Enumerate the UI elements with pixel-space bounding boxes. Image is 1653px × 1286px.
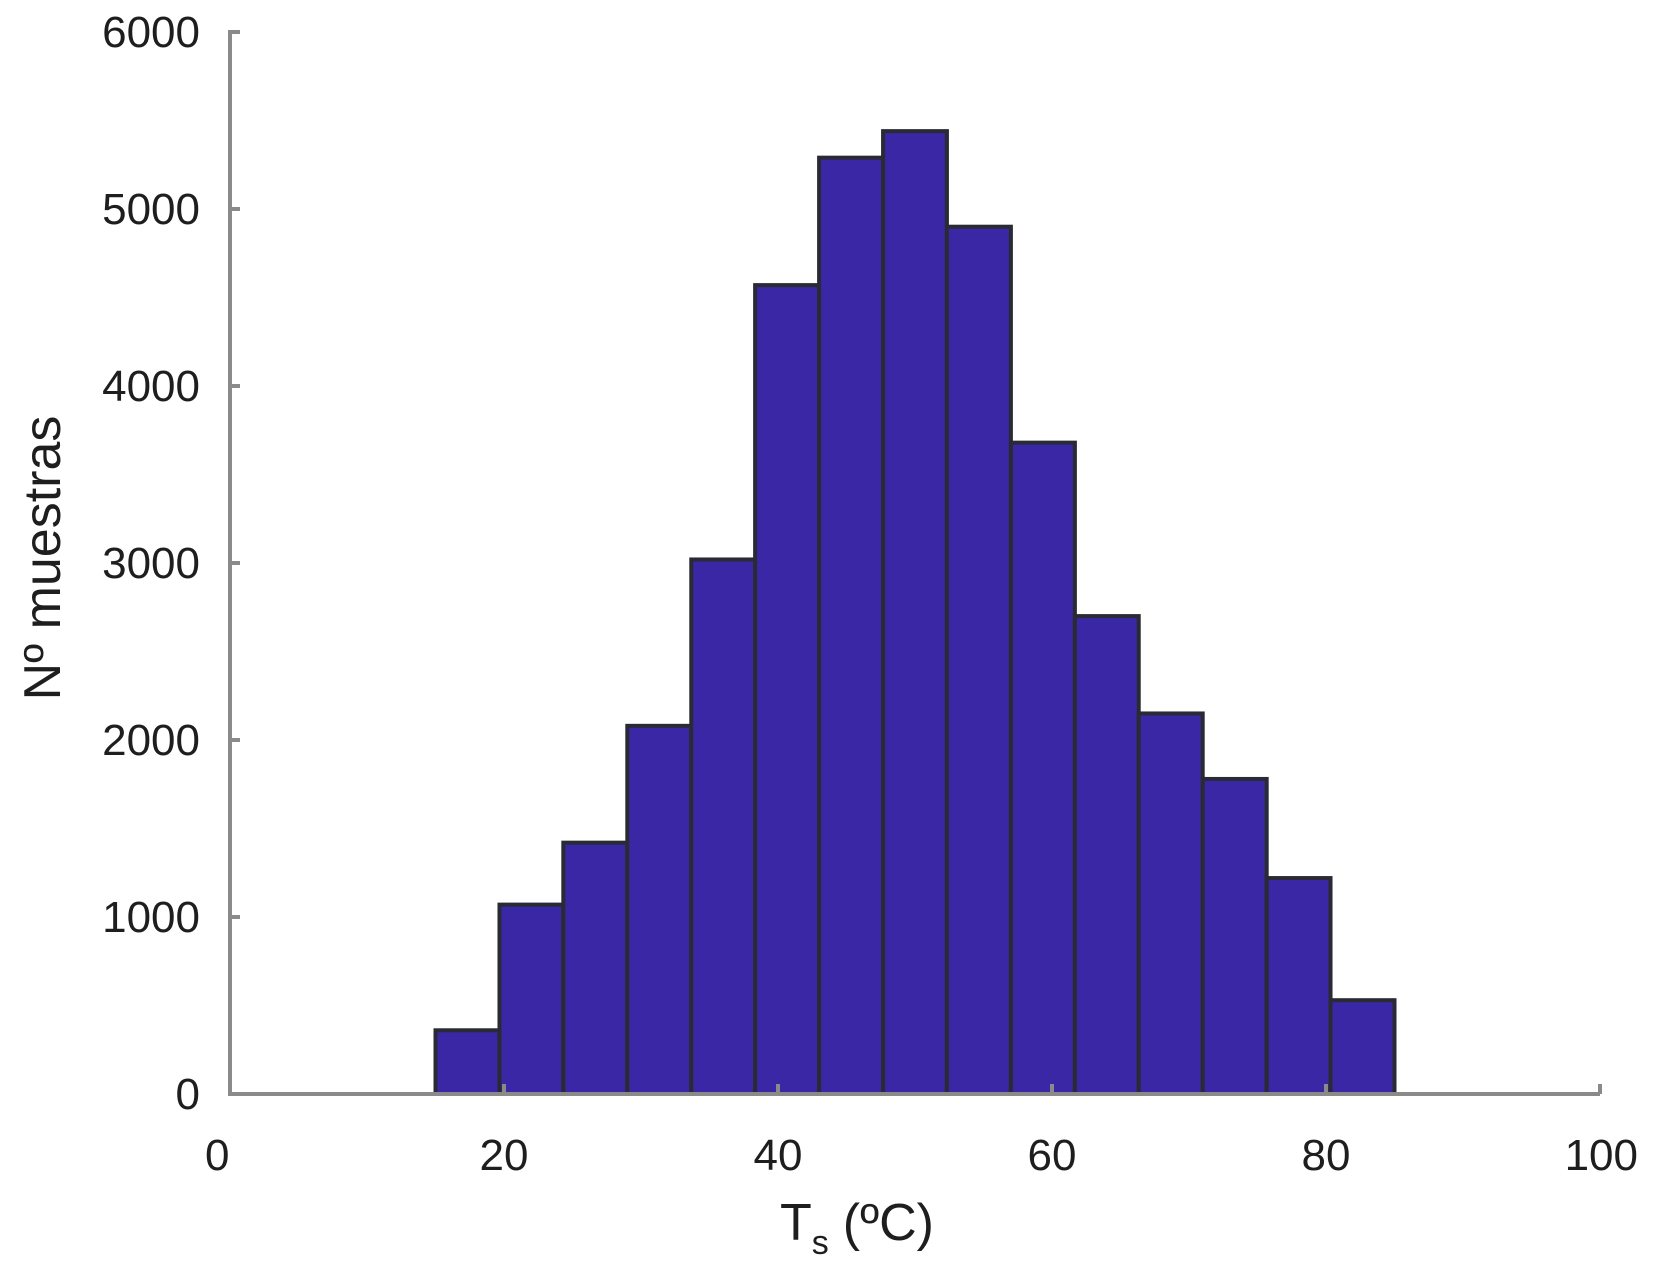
axes-group xyxy=(228,30,1602,1096)
y-tick-label: 1000 xyxy=(102,893,200,942)
histogram-bar xyxy=(817,155,886,1097)
x-tick-label: 100 xyxy=(1565,1131,1638,1180)
histogram-bar xyxy=(1136,711,1205,1096)
histogram-bar xyxy=(689,557,758,1096)
x-tick-label: 60 xyxy=(1028,1131,1077,1180)
x-axis-title: Ts (ºC) xyxy=(780,1194,934,1262)
x-axis-title-main: T xyxy=(780,1194,812,1252)
y-tick-label: 5000 xyxy=(102,185,200,234)
histogram-bar xyxy=(1072,614,1141,1096)
y-tick-label: 2000 xyxy=(102,716,200,765)
histogram-bar xyxy=(1008,440,1077,1096)
histogram-bar xyxy=(1264,876,1333,1096)
y-axis-title: Nº muestras xyxy=(14,416,72,701)
y-tick-label: 3000 xyxy=(102,539,200,588)
y-tick-label: 4000 xyxy=(102,362,200,411)
x-tick-label: 80 xyxy=(1302,1131,1351,1180)
histogram-bar xyxy=(433,1028,502,1097)
histogram-bar xyxy=(944,224,1013,1096)
ticks-group: 0 1000 2000 3000 4000 5000 6000 0 20 40 60 80 100 xyxy=(102,8,1638,1180)
y-tick-label: 0 xyxy=(176,1070,200,1119)
histogram-bar xyxy=(561,840,630,1096)
histogram-bar xyxy=(625,723,694,1097)
histogram-bar xyxy=(1200,776,1269,1096)
y-tick-label: 6000 xyxy=(102,8,200,57)
x-axis-title-unit: (ºC) xyxy=(843,1194,934,1252)
x-tick-label: 20 xyxy=(480,1131,529,1180)
x-tick-label: 40 xyxy=(754,1131,803,1180)
bars-group xyxy=(433,129,1397,1097)
histogram-bar xyxy=(1328,998,1397,1096)
histogram-bar xyxy=(881,129,949,1096)
x-axis-title-subscript: s xyxy=(812,1224,829,1262)
histogram-bar xyxy=(753,283,822,1096)
x-tick-label: 0 xyxy=(205,1131,229,1180)
histogram-bar xyxy=(497,902,566,1096)
